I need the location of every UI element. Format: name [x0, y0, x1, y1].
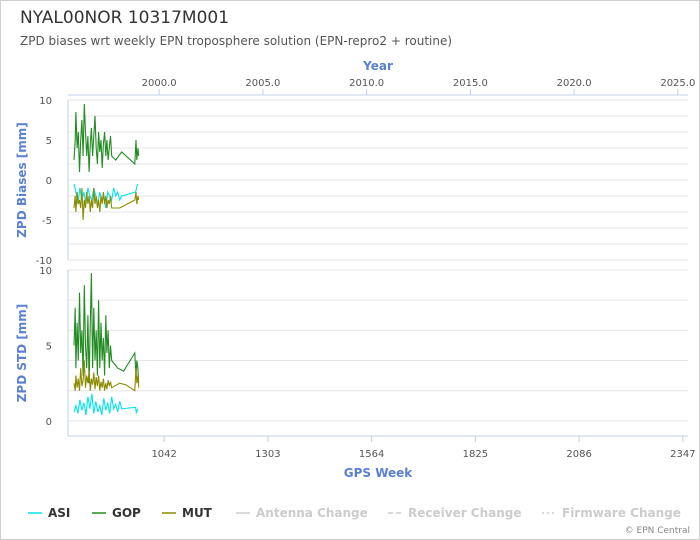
legend-label: ASI [48, 506, 70, 520]
y-tick-label: 5 [46, 341, 52, 352]
x-tick-label: 1825 [463, 449, 488, 460]
y-tick-label: 0 [46, 176, 52, 187]
legend-label: Receiver Change [408, 506, 522, 520]
x-tick-label: 2086 [566, 449, 591, 460]
y-tick-label: 10 [39, 266, 52, 277]
series-line-gop-bias [73, 103, 140, 173]
legend-label: Firmware Change [562, 506, 681, 520]
legend-label: GOP [112, 506, 141, 520]
top-tick-label: 2005.0 [245, 78, 280, 89]
y-tick-label: -5 [42, 216, 52, 227]
x-axis-title: GPS Week [344, 466, 414, 480]
y-axis-title: ZPD Biases [mm] [15, 122, 29, 238]
y-tick-label: -10 [36, 256, 52, 267]
top-tick-label: 2000.0 [142, 78, 177, 89]
x-tick-label: 1303 [255, 449, 280, 460]
legend-item-asi[interactable]: ASI [28, 506, 70, 520]
series-line-asi-std [73, 393, 139, 416]
legend[interactable]: ASI GOP MUT Antenna Change Receiver Change Fi… [28, 506, 681, 520]
y-axis-title: ZPD STD [mm] [15, 304, 29, 403]
chart-subtitle: ZPD biases wrt weekly EPN troposphere so… [20, 34, 453, 48]
legend-item-antenna-change[interactable]: Antenna Change [236, 506, 368, 520]
y-tick-label: 0 [46, 417, 52, 428]
credits-text: © EPN Central [624, 526, 690, 536]
y-tick-label: 5 [46, 136, 52, 147]
x-tick-label: 1042 [151, 449, 176, 460]
legend-item-mut[interactable]: MUT [162, 506, 213, 520]
y-tick-label: 10 [39, 96, 52, 107]
top-tick-label: 2010.0 [349, 78, 384, 89]
top-axis-title: Year [362, 59, 393, 73]
top-tick-label: 2025.0 [660, 78, 695, 89]
x-tick-label: 1564 [359, 449, 384, 460]
legend-item-receiver-change[interactable]: Receiver Change [388, 506, 522, 520]
chart-title: NYAL00NOR 10317M001 [20, 8, 230, 28]
series-line-gop-std [73, 272, 140, 384]
series-line-mut-bias [73, 187, 140, 221]
legend-item-gop[interactable]: GOP [92, 506, 141, 520]
legend-item-firmware-change[interactable]: Firmware Change [542, 506, 681, 520]
x-tick-label: 2347 [670, 449, 695, 460]
series-line-mut-std [73, 360, 140, 392]
axis-layer: 10 5 0 -5 -10 ZPD Biases [mm] 10 5 0 ZPD STD [mm]… [15, 59, 696, 480]
top-tick-label: 2020.0 [557, 78, 592, 89]
grid-layer [68, 99, 688, 422]
legend-label: MUT [182, 506, 213, 520]
top-tick-label: 2015.0 [453, 78, 488, 89]
legend-label: Antenna Change [256, 506, 368, 520]
series-layer [73, 103, 140, 416]
